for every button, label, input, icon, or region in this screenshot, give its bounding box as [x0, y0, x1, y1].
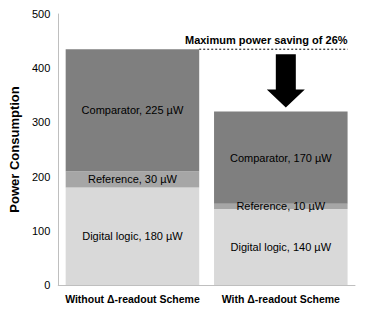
svg-text:300: 300	[32, 116, 50, 128]
svg-text:200: 200	[32, 171, 50, 183]
svg-text:With Δ-readout Scheme: With Δ-readout Scheme	[222, 293, 340, 305]
svg-text:0: 0	[44, 279, 50, 291]
svg-text:Power Consumption: Power Consumption	[7, 86, 22, 212]
svg-text:Reference, 30 µW: Reference, 30 µW	[88, 173, 177, 185]
svg-text:Maximum power saving of 26%: Maximum power saving of 26%	[185, 34, 348, 46]
svg-text:Digital logic, 140 µW: Digital logic, 140 µW	[231, 241, 332, 253]
svg-text:400: 400	[32, 62, 50, 74]
svg-text:500: 500	[32, 8, 50, 20]
svg-text:Digital logic, 180 µW: Digital logic, 180 µW	[82, 230, 183, 242]
svg-text:Comparator, 225 µW: Comparator, 225 µW	[82, 104, 184, 116]
svg-text:100: 100	[32, 225, 50, 237]
svg-text:Without Δ-readout Scheme: Without Δ-readout Scheme	[65, 293, 200, 305]
svg-text:Comparator, 170 µW: Comparator, 170 µW	[230, 152, 332, 164]
svg-text:Reference, 10 µW: Reference, 10 µW	[236, 200, 325, 212]
